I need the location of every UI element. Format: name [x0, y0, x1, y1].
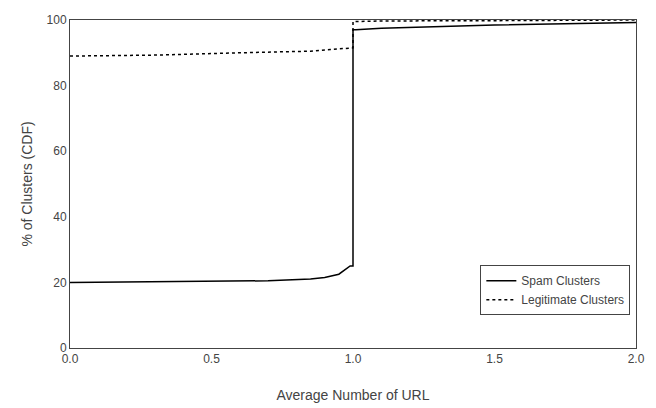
svg-text:1.5: 1.5 — [486, 352, 503, 366]
svg-text:% of Clusters (CDF): % of Clusters (CDF) — [19, 121, 35, 246]
svg-text:100: 100 — [47, 13, 67, 27]
svg-text:20: 20 — [53, 276, 67, 290]
svg-text:Spam Clusters: Spam Clusters — [521, 274, 600, 288]
svg-text:60: 60 — [53, 144, 67, 158]
svg-text:0: 0 — [60, 341, 67, 355]
svg-text:40: 40 — [53, 210, 67, 224]
svg-text:1.0: 1.0 — [345, 352, 362, 366]
svg-text:Legitimate Clusters: Legitimate Clusters — [521, 293, 624, 307]
svg-text:0.0: 0.0 — [62, 352, 79, 366]
svg-text:80: 80 — [53, 79, 67, 93]
svg-text:Average Number of URL: Average Number of URL — [276, 387, 429, 403]
svg-text:2.0: 2.0 — [628, 352, 645, 366]
svg-text:0.5: 0.5 — [203, 352, 220, 366]
